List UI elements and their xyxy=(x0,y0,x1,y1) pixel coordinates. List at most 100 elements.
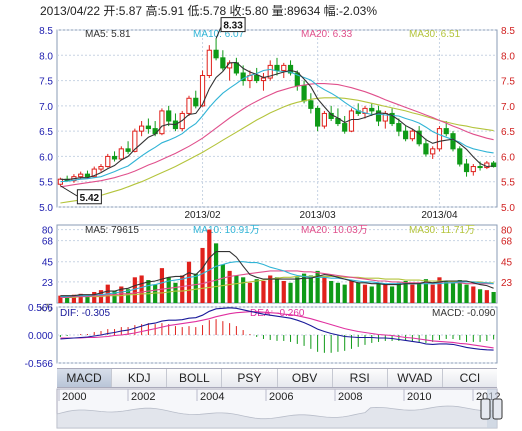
macd-legend-item: MACD: -0.090 xyxy=(432,308,496,319)
volume-bar xyxy=(213,243,219,303)
date-tick-label: 2013/03 xyxy=(300,210,337,221)
macd-legend-item: DIF: -0.305 xyxy=(60,308,110,319)
volume-bar xyxy=(437,277,442,303)
tab-wvad[interactable]: WVAD xyxy=(388,369,443,387)
quote-header: 2013/04/22 开:5.87 高:5.91 低:5.78 收:5.80 量… xyxy=(40,2,377,19)
volume-bar xyxy=(247,282,253,303)
price-ma5-line xyxy=(60,61,494,181)
tab-boll[interactable]: BOLL xyxy=(167,369,223,387)
volume-bar xyxy=(315,270,320,303)
volume-bar xyxy=(193,273,198,303)
price-tick-right: 8.5 xyxy=(501,26,515,37)
price-tick-left: 5.0 xyxy=(39,203,53,214)
volume-bar xyxy=(173,282,178,303)
candle-body xyxy=(470,166,476,173)
price-tick-left: 7.0 xyxy=(39,102,53,113)
candle-body xyxy=(416,130,422,145)
volume-bar xyxy=(85,295,90,303)
volume-bar xyxy=(329,280,334,303)
price-legend-item: MA5: 5.81 xyxy=(85,29,131,40)
price-ma20-line xyxy=(60,83,494,188)
volume-bar xyxy=(301,273,307,303)
price-legend-item: MA10: 6.07 xyxy=(193,29,245,40)
volume-tick-left: 45 xyxy=(42,258,54,269)
candle-body xyxy=(430,148,436,155)
volume-bar xyxy=(281,280,286,303)
tab-rsi[interactable]: RSI xyxy=(333,369,388,387)
low-annotation: 5.42 xyxy=(80,193,100,204)
macd-tick-left: 0.000 xyxy=(28,331,53,342)
volume-bar xyxy=(207,229,212,303)
price-legend-item: MA30: 6.51 xyxy=(409,29,461,40)
candle-body xyxy=(132,130,138,152)
volume-bar xyxy=(477,289,483,303)
volume-bar xyxy=(484,290,489,303)
volume-bar xyxy=(308,275,313,303)
candle-body xyxy=(240,72,246,82)
price-tick-right: 6.5 xyxy=(501,127,515,138)
volume-bar xyxy=(268,275,273,303)
volume-bar xyxy=(396,282,401,303)
volume-bar xyxy=(295,277,300,303)
volume-bar xyxy=(58,295,63,303)
volume-legend-item: MA10: 10.91万 xyxy=(193,225,260,236)
price-tick-right: 7.5 xyxy=(501,77,515,88)
open-label: 开: xyxy=(103,4,119,18)
volume-bar xyxy=(288,282,293,303)
price-tick-right: 5.5 xyxy=(501,178,515,189)
candle-body xyxy=(301,85,307,102)
candle-body xyxy=(118,148,124,160)
low-annotation-leader xyxy=(60,185,79,198)
navigator-year-label: 2006 xyxy=(269,391,293,403)
volume-ma5-line xyxy=(60,251,494,297)
volume-bar xyxy=(92,291,97,303)
volume-bar xyxy=(376,282,381,303)
candle-body xyxy=(375,110,382,122)
volume-tick-left: 68 xyxy=(42,237,54,248)
price-tick-left: 6.0 xyxy=(39,152,53,163)
tab-kdj[interactable]: KDJ xyxy=(112,369,168,387)
navigator-year-label: 2008 xyxy=(338,391,362,403)
candle-body xyxy=(342,123,348,132)
price-tick-left: 5.5 xyxy=(39,178,53,189)
tab-cci[interactable]: CCI xyxy=(459,371,481,385)
navigator-left-handle[interactable] xyxy=(480,398,491,420)
navigator-year-label: 2010 xyxy=(407,391,431,403)
candle-body xyxy=(409,130,415,140)
volume-bar xyxy=(200,247,205,303)
tab-obv[interactable]: OBV xyxy=(278,369,333,387)
candle-body xyxy=(463,163,470,173)
volume-bar xyxy=(186,261,192,303)
navigator-right-handle[interactable] xyxy=(492,398,503,420)
high-value: 5.91 xyxy=(160,4,185,18)
candle-body xyxy=(321,112,327,127)
volume-tick-left: 23 xyxy=(42,278,54,289)
high-annotation-box xyxy=(220,17,246,33)
price-tick-right: 8.0 xyxy=(501,51,515,62)
candle-body xyxy=(159,110,165,135)
candle-body xyxy=(260,77,267,82)
volume-bar xyxy=(71,294,77,303)
navigator-year-label: 2002 xyxy=(131,391,155,403)
candle-body xyxy=(139,125,145,132)
volume-bar xyxy=(444,280,449,303)
date-tick-label: 2013/04 xyxy=(421,210,458,221)
volume-ma30-line xyxy=(60,275,494,299)
candle-body xyxy=(213,49,219,59)
candle-body xyxy=(450,133,456,150)
candle-body xyxy=(403,130,409,140)
candle-body xyxy=(267,64,273,79)
change-value: -2.03% xyxy=(339,4,378,18)
volume-bar xyxy=(254,279,259,303)
candle-body xyxy=(78,173,84,178)
price-tick-right: 7.0 xyxy=(501,102,515,113)
candle-body xyxy=(206,49,212,77)
candle-body xyxy=(436,128,443,150)
candle-body xyxy=(477,166,483,169)
tab-macd[interactable]: MACD xyxy=(57,369,113,387)
indicator-tabs: MACD KDJ BOLL PSY OBV RSI WVAD CCI xyxy=(57,368,497,388)
volume-legend-item: MA30: 11.71万 xyxy=(409,225,475,236)
tab-psy[interactable]: PSY xyxy=(222,369,278,387)
